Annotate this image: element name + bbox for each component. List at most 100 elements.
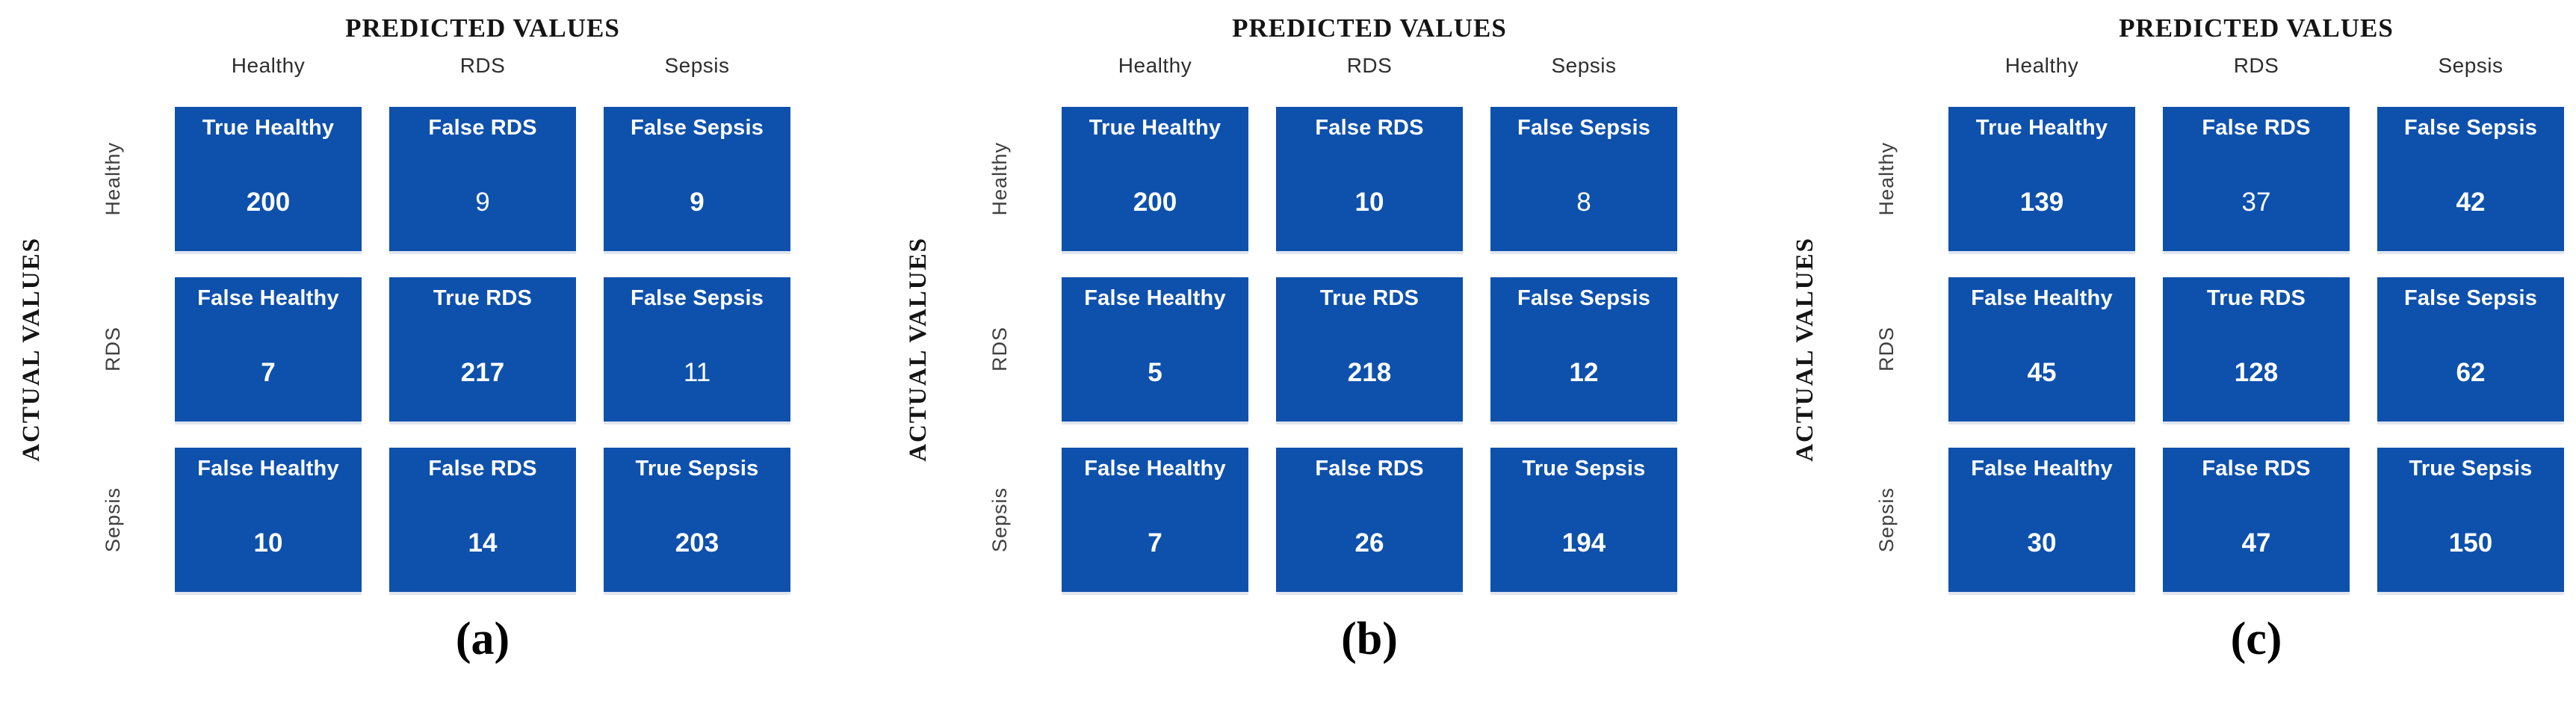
row-header-healthy: Healthy	[1874, 142, 1898, 216]
matrix-cell: True Sepsis 150	[2377, 448, 2564, 592]
cell-value: 200	[1133, 188, 1177, 217]
cell-label: False Sepsis	[630, 286, 764, 310]
cell-value: 150	[2448, 528, 2493, 558]
col-header-healthy: Healthy	[2004, 54, 2079, 77]
matrix-cell: True RDS 217	[389, 277, 576, 422]
confusion-matrix-b: Healthy RDS Sepsis ACTUAL VALUES Healthy…	[899, 51, 1677, 592]
confusion-matrix-a: Healthy RDS Sepsis ACTUAL VALUES Healthy…	[12, 51, 790, 592]
cell-value: 139	[2019, 188, 2064, 217]
actual-values-title: ACTUAL VALUES	[17, 237, 45, 462]
cell-label: False RDS	[2202, 116, 2311, 140]
cell-label: False Sepsis	[1517, 286, 1651, 310]
cell-value: 37	[2241, 188, 2271, 217]
corner-spacer	[899, 51, 938, 81]
matrix-cell: False Sepsis 62	[2377, 277, 2564, 422]
matrix-cell: False Healthy 30	[1948, 448, 2135, 592]
matrix-cell: True Sepsis 194	[1490, 448, 1677, 592]
row-header-healthy: Healthy	[101, 142, 124, 216]
matrix-cell: False RDS 14	[389, 448, 576, 592]
cell-value: 26	[1354, 528, 1384, 558]
matrix-cell: False Sepsis 12	[1490, 277, 1677, 422]
row-header-sepsis: Sepsis	[101, 487, 124, 553]
matrix-cell: False Healthy 45	[1948, 277, 2135, 422]
col-header-sepsis: Sepsis	[664, 54, 730, 77]
cell-value: 203	[675, 528, 719, 558]
matrix-cell: True Healthy 200	[1062, 107, 1248, 251]
matrix-cell: True Healthy 200	[175, 107, 362, 251]
cell-value: 45	[2027, 358, 2057, 388]
cell-label: True Sepsis	[2409, 457, 2533, 481]
matrix-cell: False RDS 26	[1276, 448, 1463, 592]
matrix-cell: False Healthy 7	[175, 277, 362, 422]
cell-label: True RDS	[1319, 286, 1419, 310]
actual-values-title: ACTUAL VALUES	[904, 237, 932, 462]
matrix-cell: True Sepsis 203	[604, 448, 790, 592]
cell-value: 218	[1347, 358, 1392, 388]
matrix-cell: False Healthy 7	[1062, 448, 1248, 592]
confusion-matrix-c: Healthy RDS Sepsis ACTUAL VALUES Healthy…	[1786, 51, 2564, 592]
cell-value: 47	[2241, 528, 2271, 558]
matrix-cell: False RDS 10	[1276, 107, 1463, 251]
row-header-rds: RDS	[101, 327, 124, 372]
col-header-rds: RDS	[2233, 54, 2279, 77]
cell-value: 62	[2456, 358, 2486, 388]
cell-label: False Healthy	[197, 457, 339, 481]
matrix-cell: True RDS 128	[2163, 277, 2350, 422]
cell-label: False RDS	[428, 457, 537, 481]
matrix-cell: False RDS 9	[389, 107, 576, 251]
col-header-sepsis: Sepsis	[1551, 54, 1617, 77]
cell-label: True Healthy	[1975, 116, 2108, 140]
actual-values-title: ACTUAL VALUES	[1791, 237, 1818, 462]
cell-label: False Healthy	[1084, 286, 1226, 310]
cell-label: False Sepsis	[1517, 116, 1651, 140]
matrix-cell: True Healthy 139	[1948, 107, 2135, 251]
cell-value: 10	[253, 528, 283, 558]
caption-b: (b)	[1341, 614, 1398, 664]
cell-value: 42	[2456, 188, 2486, 217]
cell-label: False Sepsis	[2403, 286, 2538, 310]
col-header-healthy: Healthy	[1118, 54, 1192, 77]
matrix-cell: False Sepsis 9	[604, 107, 790, 251]
cell-label: False Healthy	[1971, 457, 2113, 481]
cell-value: 7	[1148, 528, 1162, 558]
col-header-rds: RDS	[459, 54, 506, 77]
corner-spacer	[78, 51, 147, 81]
cell-label: False RDS	[2202, 457, 2311, 481]
cell-value: 8	[1576, 188, 1591, 217]
cell-label: True Healthy	[1089, 116, 1222, 140]
row-header-rds: RDS	[988, 327, 1011, 372]
matrix-cell: False RDS 47	[2163, 448, 2350, 592]
cell-value: 5	[1148, 358, 1162, 388]
cell-label: False RDS	[428, 116, 537, 140]
panel-b: PREDICTED VALUES Healthy RDS Sepsis ACTU…	[899, 7, 1677, 707]
cell-value: 9	[690, 188, 705, 217]
cell-value: 128	[2234, 358, 2279, 388]
row-header-healthy: Healthy	[988, 142, 1011, 216]
cell-label: True Sepsis	[1522, 457, 1646, 481]
caption-c: (c)	[2230, 614, 2282, 664]
cell-label: True RDS	[2206, 286, 2306, 310]
matrix-cell: False Healthy 5	[1062, 277, 1248, 422]
col-header-healthy: Healthy	[231, 54, 306, 77]
corner-spacer	[1786, 51, 1824, 81]
row-header-sepsis: Sepsis	[988, 487, 1011, 553]
matrix-cell: False Sepsis 42	[2377, 107, 2564, 251]
cell-value: 9	[475, 188, 490, 217]
cell-label: False RDS	[1315, 457, 1424, 481]
cell-label: False Healthy	[1971, 286, 2113, 310]
cell-label: True Healthy	[202, 116, 335, 140]
cell-value: 200	[246, 188, 291, 217]
predicted-values-title: PREDICTED VALUES	[345, 13, 620, 43]
predicted-values-title: PREDICTED VALUES	[1232, 13, 1507, 43]
row-header-sepsis: Sepsis	[1874, 487, 1898, 553]
corner-spacer	[1852, 51, 1921, 81]
matrix-cell: False Sepsis 8	[1490, 107, 1677, 251]
col-header-rds: RDS	[1346, 54, 1393, 77]
col-header-sepsis: Sepsis	[2438, 54, 2504, 77]
cell-label: False Sepsis	[630, 116, 764, 140]
cell-value: 30	[2027, 528, 2057, 558]
cell-value: 10	[1354, 188, 1384, 217]
cell-value: 7	[261, 358, 276, 388]
cell-label: False Sepsis	[2403, 116, 2538, 140]
cell-value: 217	[460, 358, 505, 388]
